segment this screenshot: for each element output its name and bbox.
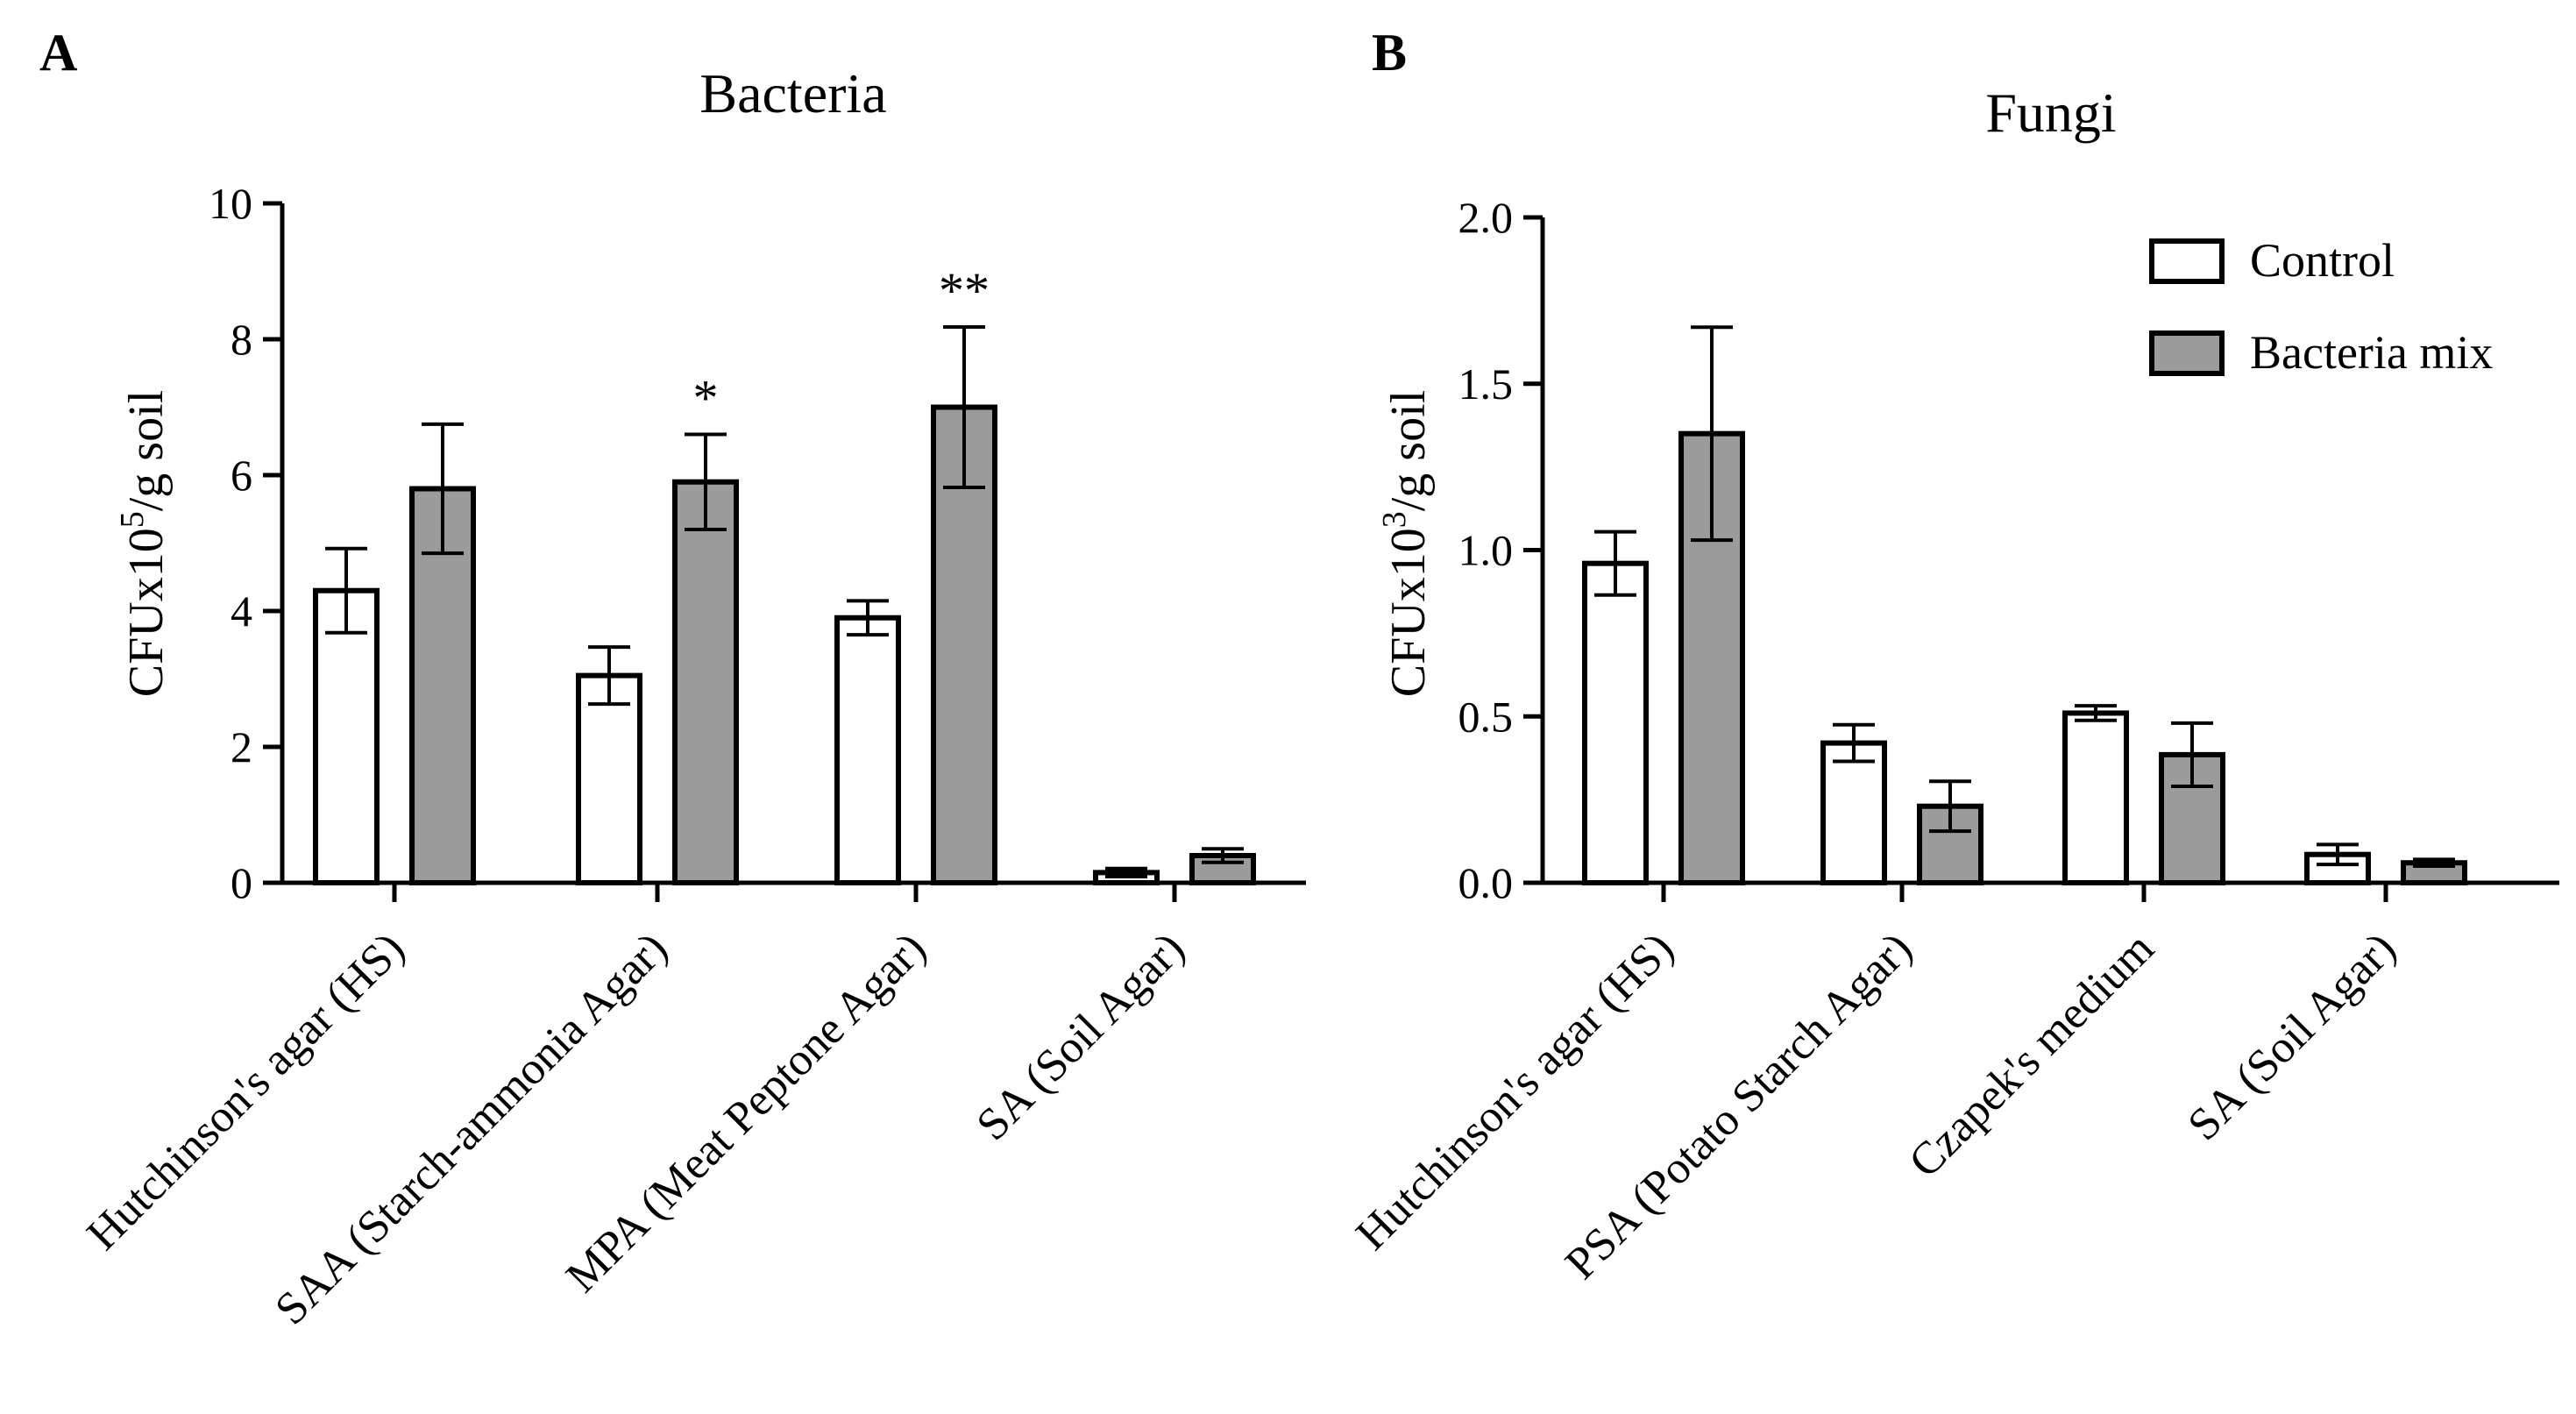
panel-b-error-bar: [2075, 704, 2117, 722]
panel-b-error-bar: [2413, 857, 2455, 869]
panel-a-y-axis-label-unit: /g soil: [119, 390, 174, 511]
panel-b-y-tick-label: 0.0: [1458, 858, 1514, 907]
panel-b-y-axis-label-unit: /g soil: [1381, 390, 1436, 511]
panel-b-error-bar: [2317, 842, 2359, 867]
panel-b-error-bar: [2171, 721, 2213, 788]
panel-a-y-tick-label: 10: [209, 179, 252, 228]
panel-a-y-tick-label: 0: [231, 858, 252, 907]
panel-b-error-bar: [1833, 722, 1875, 764]
panel-a-error-bar: [847, 599, 889, 637]
panel-b-error-bar: [1594, 529, 1636, 597]
panel-a-error-bar: [325, 546, 367, 635]
panel-a-y-tick-label: 6: [231, 451, 252, 500]
legend-label-control: Control: [2250, 234, 2395, 287]
panel-a-error-bar: [588, 645, 630, 707]
panel-letter-a: A: [39, 24, 77, 82]
panel-a-y-axis-label: CFUx105/g soil: [114, 390, 174, 697]
panel-b-error-bar: [1929, 779, 1971, 834]
panel-b-y-axis-label-base: CFUx10: [1381, 528, 1436, 697]
panel-b-bar-control: [1820, 740, 1887, 885]
panel-a-error-bar: [1202, 847, 1244, 864]
panel-a-y-axis-label-base: CFUx10: [119, 528, 174, 697]
panel-a-error-bar: [685, 432, 727, 531]
panel-b-y-tick-label: 2.0: [1458, 193, 1514, 242]
panel-a-y-tick-label: 8: [231, 315, 252, 364]
panel-a-y-axis-label-exp: 5: [114, 511, 151, 528]
panel-a-bar-control: [576, 672, 642, 885]
chart-title-bacteria: Bacteria: [699, 62, 886, 124]
panel-a-y-tick-label: 4: [231, 586, 252, 636]
panel-a-error-bar: [943, 325, 985, 489]
panel-b-y-axis-label-exp: 3: [1376, 511, 1413, 528]
panel-a-error-bar: [422, 422, 464, 556]
panel-letter-b: B: [1372, 24, 1407, 82]
panel-b-error-bar: [1691, 325, 1733, 543]
panel-a-bar-bacteria-mix: [672, 479, 739, 885]
panel-a-y-tick-label: 2: [231, 722, 252, 771]
legend-label-bacteria-mix: Bacteria mix: [2250, 326, 2493, 379]
chart-title-fungi: Fungi: [1985, 82, 2116, 144]
panel-b-y-axis-label: CFUx103/g soil: [1376, 390, 1436, 697]
panel-b-y-tick-label: 0.5: [1458, 692, 1514, 741]
panel-b-y-tick-label: 1.5: [1458, 359, 1514, 409]
legend-swatch-control: [2149, 238, 2225, 284]
panel-a-bar-control: [834, 615, 901, 885]
panel-b-bar-control: [2062, 710, 2129, 886]
legend-swatch-bacteria-mix: [2149, 330, 2225, 376]
panel-a-significance-marker: *: [693, 370, 719, 427]
panel-a-significance-marker: **: [939, 262, 990, 319]
panel-b-y-tick-label: 1.0: [1458, 526, 1514, 575]
panel-a-error-bar: [1105, 866, 1147, 879]
panel-b-bar-control: [1582, 560, 1649, 885]
legend: Control Bacteria mix: [2149, 234, 2493, 379]
